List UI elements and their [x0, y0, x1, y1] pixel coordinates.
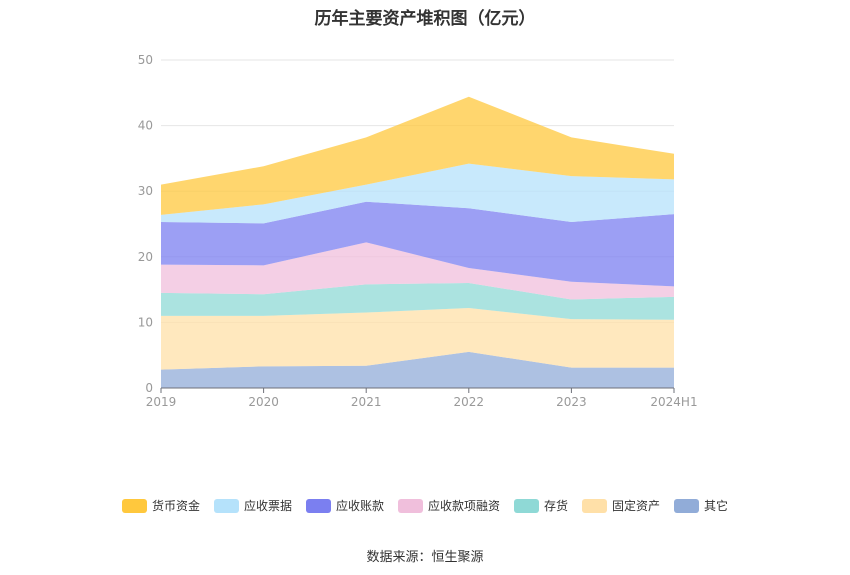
- legend-item[interactable]: 应收款项融资: [397, 497, 500, 514]
- legend-label: 应收账款: [335, 499, 384, 513]
- legend-label: 存货: [544, 499, 569, 513]
- legend-item[interactable]: 存货: [514, 497, 568, 514]
- legend-swatch: [397, 498, 423, 513]
- chart-plot: 0 10 20 30 40 50 2019 2020 2021 2022 2023 2024H1: [138, 53, 698, 409]
- legend-swatch: [674, 498, 700, 513]
- legend-item[interactable]: 其它: [674, 497, 728, 514]
- legend-swatch: [305, 498, 331, 513]
- legend-item[interactable]: 固定资产: [582, 497, 660, 514]
- x-tick-label: 2021: [351, 395, 382, 409]
- area-series-其它: [161, 351, 674, 388]
- y-tick-label: 30: [138, 184, 153, 198]
- area-series-货币资金: [161, 96, 674, 215]
- legend-item[interactable]: 应收票据: [213, 497, 292, 514]
- legend-swatch: [121, 498, 147, 513]
- x-tick-label: 2024H1: [650, 395, 697, 409]
- legend-swatch: [213, 498, 239, 513]
- legend: 货币资金 应收票据 应收账款 应收款项融资 存货 固定资产 其它: [0, 497, 850, 514]
- y-tick-label: 0: [145, 381, 153, 395]
- x-tick-label: 2022: [454, 395, 485, 409]
- x-tick-label: 2019: [146, 395, 177, 409]
- y-tick-label: 40: [138, 119, 153, 133]
- y-tick-label: 50: [138, 53, 153, 67]
- y-tick-label: 10: [138, 315, 153, 329]
- data-source: 数据来源：恒生聚源: [366, 550, 484, 565]
- legend-label: 应收票据: [243, 499, 292, 513]
- y-tick-label: 20: [138, 250, 153, 264]
- legend-label: 固定资产: [612, 499, 661, 513]
- chart-title: 历年主要资产堆积图（亿元）: [314, 9, 536, 29]
- legend-item[interactable]: 应收账款: [305, 497, 384, 514]
- axes: 0 10 20 30 40 50 2019 2020 2021 2022 2023 2024H1: [138, 53, 698, 409]
- x-tick-label: 2023: [556, 395, 587, 409]
- legend-swatch: [582, 498, 608, 513]
- area-series-应收款项融资: [161, 242, 674, 300]
- area-series-应收账款: [161, 201, 674, 287]
- legend-swatch: [514, 498, 539, 513]
- legend-label: 应收款项融资: [427, 499, 500, 513]
- area-series-固定资产: [161, 307, 674, 370]
- area-series-应收票据: [161, 163, 674, 224]
- area-series-存货: [161, 283, 674, 320]
- legend-item[interactable]: 货币资金: [121, 497, 200, 514]
- x-tick-label: 2020: [248, 395, 279, 409]
- legend-label: 其它: [704, 499, 729, 513]
- legend-label: 货币资金: [151, 499, 200, 513]
- stacked-areas: [161, 96, 674, 388]
